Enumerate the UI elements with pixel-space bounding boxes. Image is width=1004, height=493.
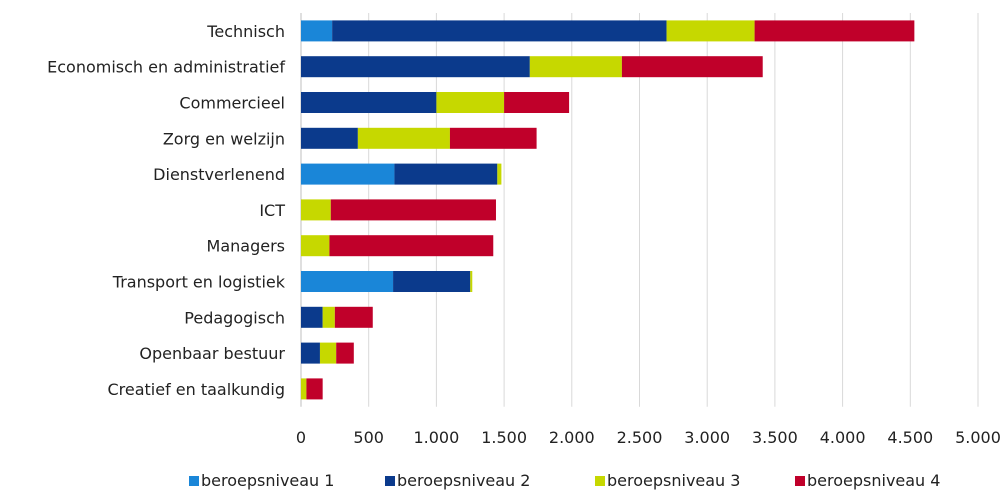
bar-segment — [332, 20, 667, 42]
legend-swatch — [595, 476, 605, 486]
x-tick-label: 3.500 — [752, 428, 798, 447]
bar-segment — [301, 378, 307, 400]
bar-segment — [329, 235, 494, 257]
gridlines — [300, 13, 979, 407]
category-label: Zorg en welzijn — [163, 129, 285, 148]
bar-segment — [334, 306, 373, 328]
x-tick-label: 0 — [296, 428, 306, 447]
bar-segment — [470, 271, 473, 292]
bar-segment — [301, 163, 395, 185]
bar-segment — [497, 163, 502, 185]
bar-segment — [449, 127, 537, 149]
bar-segment — [394, 163, 498, 185]
bar-segment — [357, 127, 450, 149]
bar-segment — [306, 378, 323, 400]
bar-segment — [301, 199, 331, 221]
bar-segment — [529, 56, 622, 78]
x-tick-labels: 0 500 1.000 1.500 2.000 2.500 3.000 3.500 4.000 4… — [296, 428, 1001, 447]
x-tick-label: 1.500 — [481, 428, 527, 447]
x-tick-label: 4.500 — [887, 428, 933, 447]
bar-segment — [436, 92, 505, 113]
bar-segment — [621, 56, 763, 78]
bar-segment — [301, 271, 394, 292]
bar-segment — [319, 342, 337, 364]
legend-label: beroepsniveau 1 — [201, 471, 334, 490]
category-label: Commercieel — [179, 94, 285, 113]
bar-segment — [322, 306, 335, 328]
legend-label: beroepsniveau 4 — [807, 471, 940, 490]
legend-swatch — [189, 476, 199, 486]
x-tick-label: 500 — [353, 428, 384, 447]
bar-segment — [301, 127, 358, 149]
legend-label: beroepsniveau 3 — [607, 471, 740, 490]
x-tick-label: 3.000 — [684, 428, 730, 447]
category-label: Dienstverlenend — [153, 165, 285, 184]
bars — [301, 20, 915, 400]
bar-segment — [504, 92, 570, 113]
bar-segment — [301, 56, 530, 78]
legend-swatch — [795, 476, 805, 486]
bar-segment — [754, 20, 915, 42]
category-labels: Technisch Economisch en administratief Com… — [47, 22, 286, 399]
bar-segment — [301, 235, 330, 257]
x-tick-label: 2.000 — [549, 428, 595, 447]
x-tick-label: 1.000 — [413, 428, 459, 447]
legend-label: beroepsniveau 2 — [397, 471, 530, 490]
category-label: Technisch — [206, 22, 285, 41]
bar-segment — [301, 306, 323, 328]
category-label: Openbaar bestuur — [139, 344, 285, 363]
bar-segment — [393, 271, 471, 292]
bar-segment — [301, 20, 333, 42]
bar-segment — [666, 20, 755, 42]
category-label: Pedagogisch — [184, 308, 285, 327]
x-tick-label: 4.000 — [820, 428, 866, 447]
x-tick-label: 2.500 — [617, 428, 663, 447]
bar-segment — [301, 92, 437, 113]
bar-segment — [336, 342, 354, 364]
legend-swatch — [385, 476, 395, 486]
category-label: ICT — [259, 201, 285, 220]
bar-segment — [301, 342, 320, 364]
category-label: Managers — [207, 237, 285, 256]
category-label: Creatief en taalkundig — [107, 380, 285, 399]
bar-segment — [330, 199, 496, 221]
x-tick-label: 5.000 — [955, 428, 1001, 447]
category-label: Transport en logistiek — [112, 273, 286, 292]
legend: beroepsniveau 1 beroepsniveau 2 beroepsniv… — [189, 471, 940, 490]
category-label: Economisch en administratief — [47, 58, 285, 77]
